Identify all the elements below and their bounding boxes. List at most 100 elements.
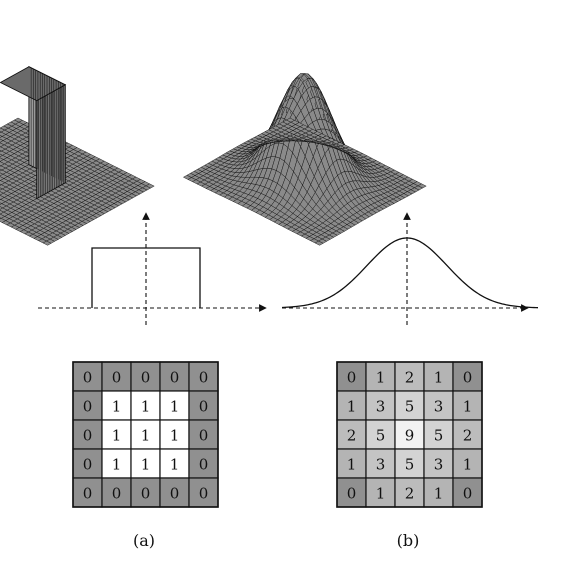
kernel-cell-value: 0: [141, 485, 151, 503]
kernel-cell: 0: [72, 390, 103, 421]
kernel-cell-value: 5: [405, 456, 415, 474]
kernel-cell-value: 1: [434, 485, 444, 503]
kernel-cell: 1: [159, 419, 190, 450]
kernel-cell: 3: [423, 448, 454, 479]
kernel-cell-value: 1: [347, 456, 357, 474]
kernel-cell-value: 0: [83, 427, 93, 445]
kernel-cell: 0: [130, 361, 161, 392]
kernel-cell-value: 0: [463, 485, 473, 503]
kernel-cell: 0: [188, 361, 219, 392]
kernel-cell: 2: [336, 419, 367, 450]
gaussian-filter-surface: [182, 73, 427, 246]
kernel-cell-value: 0: [141, 369, 151, 387]
kernel-cell: 1: [130, 448, 161, 479]
kernel-cell-value: 0: [199, 369, 209, 387]
kernel-cell-value: 5: [434, 427, 444, 445]
kernel-cell-value: 0: [199, 456, 209, 474]
kernel-cell: 2: [394, 361, 425, 392]
kernel-cell: 0: [188, 390, 219, 421]
kernel-cell-value: 0: [199, 485, 209, 503]
kernel-cell-value: 0: [347, 485, 357, 503]
kernel-cell-value: 1: [141, 456, 151, 474]
kernel-cell-value: 1: [170, 398, 180, 416]
kernel-cell: 0: [101, 361, 132, 392]
caption-b: (b): [397, 531, 420, 550]
kernel-cell-value: 1: [170, 456, 180, 474]
kernel-cell: 1: [365, 361, 396, 392]
kernel-cell-value: 0: [112, 485, 122, 503]
kernel-cell: 1: [452, 390, 483, 421]
kernel-cell: 9: [394, 419, 425, 450]
kernel-cell-value: 1: [347, 398, 357, 416]
gaussian-profile-plot: [281, 212, 539, 325]
kernel-cell: 0: [452, 361, 483, 392]
kernel-cell-value: 3: [376, 398, 386, 416]
kernel-cell-value: 2: [405, 369, 415, 387]
kernel-cell: 1: [423, 477, 454, 508]
kernel-cell-value: 1: [434, 369, 444, 387]
kernel-cell: 5: [365, 419, 396, 450]
kernel-cell: 2: [394, 477, 425, 508]
kernel-cell-value: 5: [376, 427, 386, 445]
kernel-cell-value: 0: [199, 427, 209, 445]
kernel-cell: 1: [452, 448, 483, 479]
kernel-cell: 0: [336, 361, 367, 392]
kernel-cell-value: 2: [463, 427, 473, 445]
kernel-cell-value: 3: [434, 456, 444, 474]
kernel-cell-value: 0: [463, 369, 473, 387]
kernel-cell-value: 1: [170, 427, 180, 445]
kernel-cell-value: 0: [170, 485, 180, 503]
kernel-cell-value: 9: [405, 427, 415, 445]
kernel-cell: 1: [130, 419, 161, 450]
kernel-cell: 5: [394, 390, 425, 421]
kernel-cell: 1: [159, 390, 190, 421]
kernel-cell: 0: [72, 477, 103, 508]
kernel-cell-value: 3: [376, 456, 386, 474]
kernel-cell-value: 1: [141, 398, 151, 416]
kernel-cell-value: 0: [83, 369, 93, 387]
kernel-cell: 1: [336, 390, 367, 421]
kernel-cell: 0: [188, 419, 219, 450]
kernel-cell: 1: [101, 419, 132, 450]
kernel-cell-value: 1: [463, 456, 473, 474]
kernel-cell: 0: [72, 419, 103, 450]
kernel-cell: 3: [365, 390, 396, 421]
kernel-cell-value: 3: [434, 398, 444, 416]
box-profile-curve: [91, 247, 201, 308]
kernel-cell: 1: [101, 448, 132, 479]
kernel-cell: 1: [130, 390, 161, 421]
kernel-cell-value: 0: [83, 398, 93, 416]
kernel-cell-value: 1: [376, 485, 386, 503]
kernel-cell: 0: [130, 477, 161, 508]
kernel-cell: 3: [365, 448, 396, 479]
kernel-cell: 0: [159, 361, 190, 392]
kernel-cell-value: 1: [376, 369, 386, 387]
kernel-cell-value: 0: [170, 369, 180, 387]
kernel-cell: 1: [423, 361, 454, 392]
kernel-cell-value: 2: [405, 485, 415, 503]
kernel-cell: 0: [72, 448, 103, 479]
kernel-cell: 1: [159, 448, 190, 479]
kernel-cell-value: 0: [83, 485, 93, 503]
kernel-cell-value: 1: [112, 427, 122, 445]
kernel-cell-value: 0: [199, 398, 209, 416]
kernel-cell-value: 0: [347, 369, 357, 387]
kernel-cell-value: 1: [463, 398, 473, 416]
box-filter-surface: [0, 65, 155, 246]
kernel-cell: 0: [336, 477, 367, 508]
box-kernel-grid: 0 0 0 0 0 0 1 1 1 0 0 1 1 1 0 0 1 1 1 0 0 0 0 0 0: [72, 361, 219, 508]
kernel-cell: 5: [423, 419, 454, 450]
kernel-cell: 1: [336, 448, 367, 479]
kernel-cell: 1: [365, 477, 396, 508]
kernel-cell: 0: [188, 448, 219, 479]
kernel-cell: 0: [452, 477, 483, 508]
kernel-cell: 0: [188, 477, 219, 508]
kernel-cell-value: 5: [405, 398, 415, 416]
kernel-cell: 0: [101, 477, 132, 508]
gaussian-kernel-grid: 0 1 2 1 0 1 3 5 3 1 2 5 9 5 2 1 3 5 3 1 0 1 2 1 0: [336, 361, 483, 508]
kernel-cell: 5: [394, 448, 425, 479]
kernel-cell-value: 1: [112, 398, 122, 416]
kernel-cell: 3: [423, 390, 454, 421]
kernel-cell: 0: [72, 361, 103, 392]
